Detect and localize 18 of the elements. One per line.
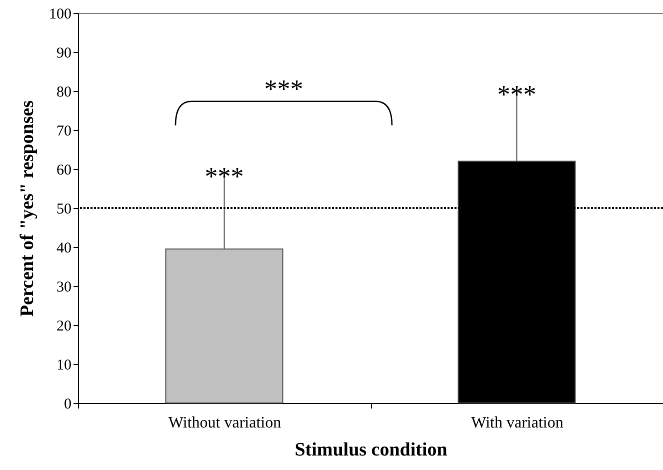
- y-tick-label: 10: [56, 358, 72, 374]
- y-tick-label: 70: [56, 124, 72, 140]
- y-tick-label: 0: [64, 396, 72, 412]
- x-tick-label: With variation: [471, 414, 564, 432]
- y-tick-label: 20: [56, 318, 72, 334]
- y-tick-label: 100: [49, 6, 72, 22]
- x-tick-label: Without variation: [168, 414, 282, 432]
- x-axis-title: Stimulus condition: [294, 440, 448, 460]
- y-tick-label: 60: [56, 162, 72, 178]
- annotation: ***: [497, 80, 536, 109]
- y-tick-label: 90: [56, 46, 72, 62]
- annotation: ***: [204, 162, 244, 191]
- annotation: ***: [264, 74, 304, 104]
- y-axis-title: Percent of "yes" responses: [17, 100, 38, 317]
- y-tick-label: 30: [56, 280, 72, 296]
- y-tick-label: 50: [56, 202, 72, 218]
- y-tick-label: 80: [56, 84, 72, 100]
- y-tick-label: 40: [56, 240, 72, 256]
